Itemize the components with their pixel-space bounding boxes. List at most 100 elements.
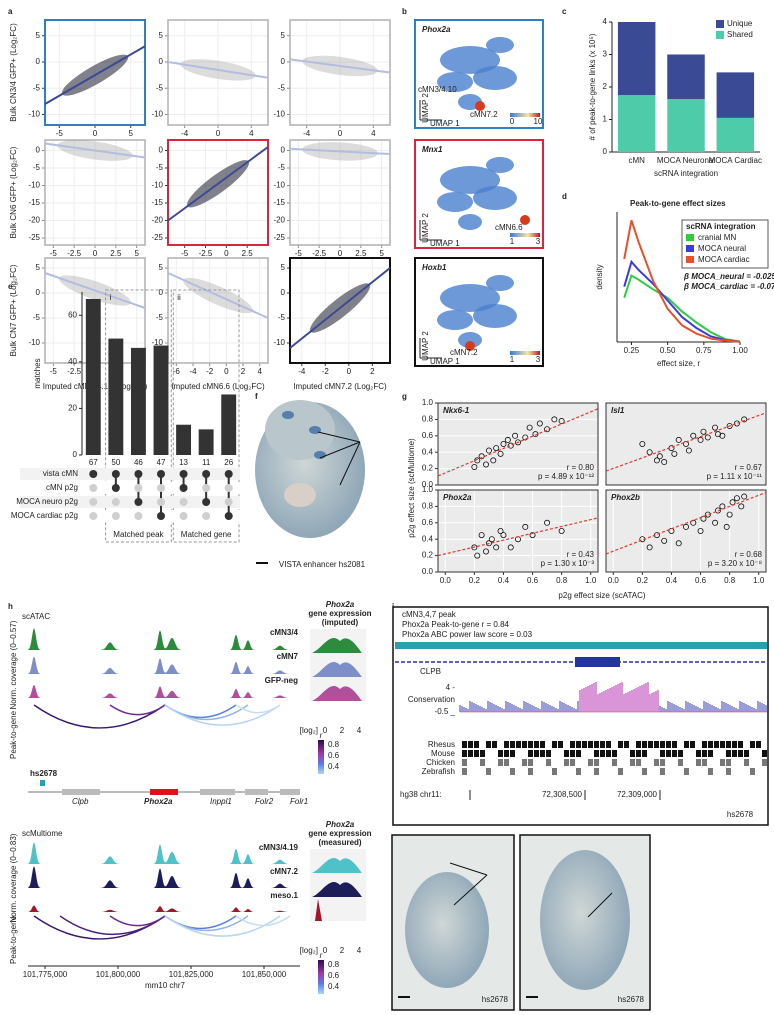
alignment-block <box>570 750 575 757</box>
x-tick-label: 0.2 <box>469 576 481 585</box>
y-tick-label: 3 <box>603 50 608 59</box>
alignment-block <box>762 759 767 766</box>
y-tick-label: -20 <box>273 216 285 225</box>
legend-swatch <box>686 245 694 252</box>
coverage-track <box>28 628 300 650</box>
x-tick-label: -2.5 <box>67 249 81 258</box>
y-tick-label: 5 <box>36 31 41 40</box>
fit-line <box>44 272 146 309</box>
exon <box>575 657 620 667</box>
plot-background <box>606 490 766 572</box>
coord-tick-label: 72,308,500 <box>542 790 583 799</box>
axis-label: Norm. coverage (0–0.57) <box>9 620 18 709</box>
matrix-dot <box>224 484 233 492</box>
coverage-track <box>28 866 300 888</box>
x-tick-label: 0 <box>347 367 352 376</box>
r-scale <box>318 740 324 774</box>
point <box>471 463 478 470</box>
p2g-arc <box>164 704 281 726</box>
point <box>490 457 497 464</box>
alignment-block <box>612 750 617 757</box>
x-tick-label: 2.5 <box>110 249 122 258</box>
umap-cluster <box>486 37 514 53</box>
alignment-block <box>660 750 665 757</box>
alignment-block <box>546 750 551 757</box>
section-title: scMultiome <box>22 829 63 838</box>
scale-label: 1 <box>510 355 515 364</box>
genome-tick-label: 101,800,000 <box>96 970 141 979</box>
y-axis-label: matches <box>33 358 42 388</box>
y-tick-label: 0.4 <box>422 534 434 543</box>
x-tick-label: -2.5 <box>67 367 81 376</box>
panel-letter: d <box>562 192 567 201</box>
y-tick-label: -5 <box>33 163 41 172</box>
alignment-block <box>528 750 533 757</box>
x-tick-label: 2.5 <box>242 249 254 258</box>
x-tick-label: MOCA Cardiac <box>709 156 762 165</box>
x-tick-label: MOCA Neuronal <box>657 156 715 165</box>
x-axis-label: effect size, r <box>657 359 700 368</box>
y-tick-label: -5 <box>156 313 164 322</box>
axis-label: Peak-to-gene <box>9 915 18 964</box>
y-tick-label: 0 <box>36 288 41 297</box>
matrix-dot <box>111 470 120 478</box>
point <box>529 532 536 539</box>
point <box>507 544 514 551</box>
matrix-dot <box>111 498 120 506</box>
point <box>485 447 492 454</box>
density-line <box>623 219 741 343</box>
gene-body <box>200 789 235 795</box>
alignment-block <box>714 741 719 748</box>
y-tick-label: 0 <box>281 288 286 297</box>
umap-cluster <box>486 157 514 173</box>
r-title: r <box>320 951 323 960</box>
plot-frame <box>167 19 269 126</box>
plot-background <box>438 490 598 572</box>
alignment-block <box>504 750 509 757</box>
alignment-block <box>564 759 569 766</box>
genome-axis-label: mm10 chr7 <box>145 981 186 990</box>
point <box>704 511 711 518</box>
point <box>493 544 500 551</box>
y-axis-label: Bulk CN3/4 GFP+ (Log₂FC) <box>9 23 18 122</box>
y-tick-label: -15 <box>151 198 163 207</box>
alignment-block <box>570 759 575 766</box>
alignment-block <box>552 768 557 775</box>
alignment-block <box>720 759 725 766</box>
point <box>733 420 740 427</box>
r-tick: 0.8 <box>328 960 340 969</box>
bar <box>153 345 169 455</box>
plot-background <box>606 403 766 485</box>
y-tick-label: 1.0 <box>422 485 434 494</box>
legend-title: scRNA integration <box>686 222 756 231</box>
photo-label: hs2678 <box>482 995 509 1004</box>
panel-letter: h <box>8 602 13 611</box>
annotation: p = 1.30 x 10⁻³ <box>541 559 595 568</box>
set-label: vista cMN <box>43 469 78 478</box>
umap-cluster <box>437 192 473 212</box>
alignment-block <box>486 768 491 775</box>
alignment-block <box>528 741 533 748</box>
legend-box <box>681 219 769 269</box>
alignment-block <box>702 741 707 748</box>
r-tick: 0.6 <box>328 751 340 760</box>
expr-density <box>312 662 362 677</box>
gene-label: Folr1 <box>290 797 308 806</box>
umap-hotspot <box>465 341 475 351</box>
x-tick-label: 4 <box>371 129 376 138</box>
alignment-block <box>594 741 599 748</box>
alignment-block <box>522 759 527 766</box>
embryo-limb <box>284 483 316 507</box>
axis-label: Norm. coverage (0–0.83) <box>9 833 18 922</box>
umap-cluster <box>473 186 517 210</box>
alignment-block <box>702 759 707 766</box>
alignment-block <box>660 768 665 775</box>
point <box>697 436 704 443</box>
alignment-block <box>462 768 467 775</box>
cluster-label: cMN7.2 <box>470 110 498 119</box>
y-tick-label: -10 <box>28 181 40 190</box>
bar <box>85 298 101 455</box>
alignment-block <box>540 741 545 748</box>
panel-letter: c <box>562 7 567 16</box>
alignment-block <box>708 750 713 757</box>
